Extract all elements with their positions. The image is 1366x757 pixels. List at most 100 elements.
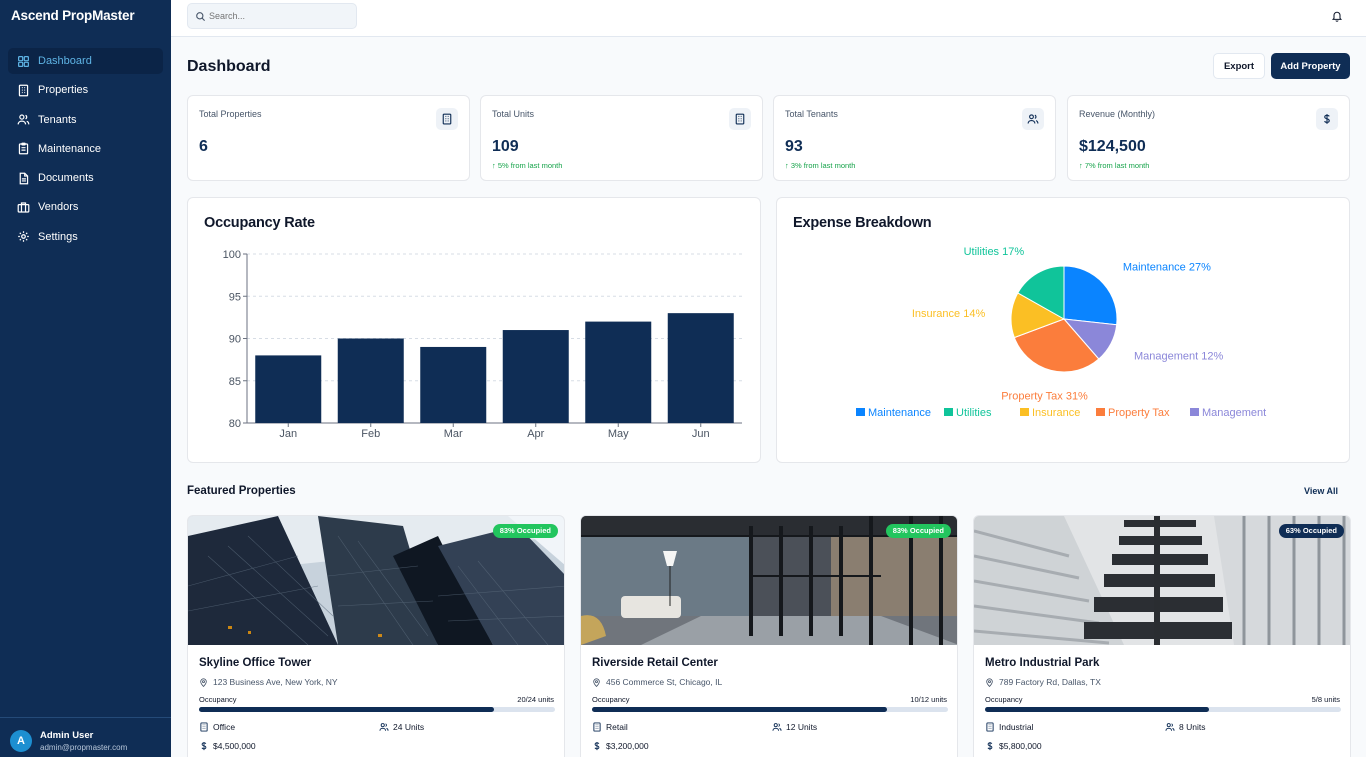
search-input[interactable] (209, 8, 349, 24)
property-price: $5,800,000 (985, 741, 1042, 751)
dollar-icon (987, 741, 993, 751)
map-pin-icon (200, 677, 207, 687)
stat-icon (729, 108, 751, 130)
sidebar-item-documents[interactable]: Documents (8, 165, 163, 191)
stat-card-total-units: Total Units 109 ↑ 5% from last month (480, 95, 763, 181)
property-name: Skyline Office Tower (199, 657, 312, 669)
sidebar-item-dashboard[interactable]: Dashboard (8, 48, 163, 74)
address-text: 456 Commerce St, Chicago, IL (606, 677, 723, 687)
stat-card-total-tenants: Total Tenants 93 ↑ 3% from last month (773, 95, 1056, 181)
type-text: Retail (606, 722, 628, 732)
sidebar-item-vendors[interactable]: Vendors (8, 194, 163, 220)
legend-swatch (1020, 408, 1029, 416)
occupancy-badge: 83% Occupied (492, 524, 558, 538)
property-units: 24 Units (379, 722, 424, 732)
dollar-icon (201, 741, 207, 751)
users-icon (17, 114, 30, 125)
property-type: Industrial (985, 722, 1034, 732)
bar-mar (420, 346, 487, 423)
property-image: 83% Occupied (188, 516, 564, 645)
bar-jan (255, 355, 322, 423)
x-tick-label: Apr (527, 428, 544, 440)
legend-label: Management (1202, 407, 1266, 419)
building-icon (735, 113, 745, 125)
bell-icon[interactable] (1331, 10, 1343, 22)
property-name: Riverside Retail Center (592, 657, 718, 669)
x-tick-label: Jan (279, 428, 297, 440)
search-box[interactable] (187, 3, 357, 29)
document-icon (19, 172, 29, 185)
sidebar-nav: Dashboard Properties Tenants Maintenance… (8, 48, 163, 253)
users-icon (1027, 114, 1039, 124)
chart-title: Expense Breakdown (793, 215, 932, 231)
sidebar-item-label: Properties (38, 84, 89, 97)
sidebar-item-label: Settings (38, 230, 78, 243)
x-tick-label: May (608, 428, 629, 440)
legend-label: Insurance (1032, 407, 1080, 419)
legend-swatch (856, 408, 865, 416)
property-type: Office (199, 722, 235, 732)
sidebar-item-properties[interactable]: Properties (8, 77, 163, 103)
property-image: 83% Occupied (581, 516, 957, 645)
user-profile[interactable]: A Admin User admin@propmaster.com (0, 717, 171, 757)
stat-label: Total Properties (199, 109, 262, 119)
building-icon (18, 84, 29, 97)
property-price: $4,500,000 (199, 741, 256, 751)
property-name: Metro Industrial Park (985, 657, 1100, 669)
occupancy-badge: 63% Occupied (1278, 524, 1344, 538)
price-text: $3,200,000 (606, 741, 649, 751)
bar-jun (667, 313, 734, 423)
sidebar-item-settings[interactable]: Settings (8, 224, 163, 250)
units-text: 12 Units (786, 722, 818, 732)
occupancy-units: 5/8 units (1311, 695, 1340, 704)
x-tick-label: Jun (692, 428, 710, 440)
sidebar-item-label: Maintenance (38, 142, 101, 155)
occupancy-label: Occupancy (592, 695, 630, 704)
bar-may (585, 321, 652, 423)
sidebar: Ascend PropMaster Dashboard Properties T… (0, 0, 171, 757)
occupancy-label: Occupancy (199, 695, 237, 704)
sidebar-item-tenants[interactable]: Tenants (8, 107, 163, 133)
stat-change: ↑ 7% from last month (1079, 161, 1150, 170)
stat-value: 109 (492, 138, 519, 155)
stat-change: ↑ 5% from last month (492, 161, 563, 170)
briefcase-icon (17, 202, 30, 213)
building-icon (442, 113, 452, 125)
view-all-link[interactable]: View All (1304, 486, 1339, 496)
export-button[interactable]: Export (1213, 53, 1265, 79)
legend-label: Maintenance (868, 407, 931, 419)
stat-label: Total Tenants (785, 109, 838, 119)
pie-slice-utilities (1017, 265, 1065, 320)
property-card[interactable]: 83% Occupied Riverside Retail Center 456… (580, 515, 958, 757)
legend-swatch (944, 408, 953, 416)
occupancy-bar (592, 707, 948, 712)
property-units: 12 Units (772, 722, 817, 732)
bar-apr (502, 330, 569, 423)
property-address: 456 Commerce St, Chicago, IL (592, 677, 722, 687)
add-property-button[interactable]: Add Property (1271, 53, 1350, 79)
y-tick-label: 90 (229, 334, 241, 346)
y-tick-label: 85 (229, 376, 241, 388)
stat-value: 6 (199, 138, 208, 155)
pie-slice-maintenance (1063, 265, 1118, 326)
topbar (171, 0, 1366, 37)
pie-label: Property Tax 31% (1001, 391, 1088, 403)
featured-properties-title: Featured Properties (187, 485, 296, 497)
occupancy-label: Occupancy (985, 695, 1023, 704)
gear-icon (18, 231, 29, 243)
stat-value: $124,500 (1079, 138, 1146, 155)
type-text: Office (213, 722, 236, 732)
sidebar-item-maintenance[interactable]: Maintenance (8, 136, 163, 162)
user-email: admin@propmaster.com (40, 743, 128, 752)
stat-icon (436, 108, 458, 130)
sidebar-item-label: Tenants (38, 113, 77, 126)
property-card[interactable]: 83% Occupied Skyline Office Tower 123 Bu… (187, 515, 565, 757)
occupancy-bar (985, 707, 1341, 712)
occupancy-bar (199, 707, 555, 712)
units-text: 24 Units (393, 722, 425, 732)
search-icon (196, 12, 206, 22)
occupancy-rate-panel: Occupancy Rate 80 85 90 95 100 Jan Feb Mar Apr Ma… (187, 197, 761, 463)
pie-label: Maintenance 27% (1123, 261, 1211, 273)
y-tick-label: 80 (229, 418, 241, 430)
property-card[interactable]: 63% Occupied Metro Industrial Park 789 F… (973, 515, 1351, 757)
